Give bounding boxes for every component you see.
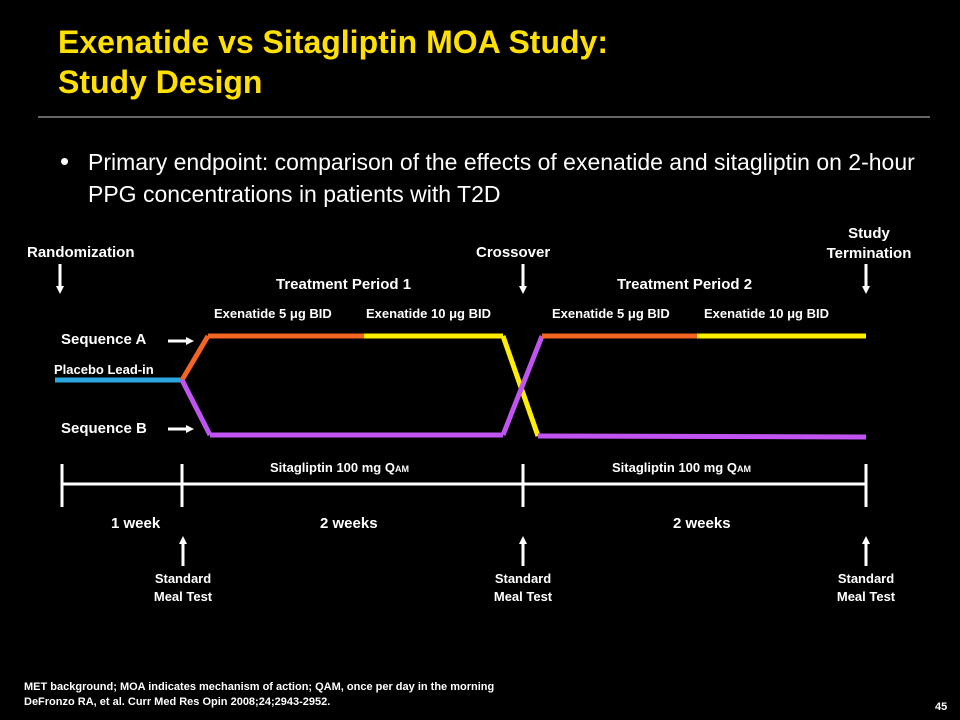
footnote-line-2: DeFronzo RA, et al. Curr Med Res Opin 20… xyxy=(24,696,331,708)
seq-b-sitagliptin-drop xyxy=(179,378,213,437)
page-number: 45 xyxy=(935,701,948,713)
exenatide-10-label-2: Exenatide 10 μg BID xyxy=(704,306,829,321)
placebo-lead-in-label: Placebo Lead-in xyxy=(54,362,154,377)
sequence-b-label: Sequence B xyxy=(61,420,147,437)
meal-test-label-1: Standard Meal Test xyxy=(153,571,213,604)
exenatide-5-label-1: Exenatide 5 μg BID xyxy=(214,306,332,321)
crossover-label: Crossover xyxy=(476,244,551,261)
exenatide-5-label-2: Exenatide 5 μg BID xyxy=(552,306,670,321)
title-line-1: Exenatide vs Sitagliptin MOA Study: xyxy=(58,24,608,60)
sitagliptin-label-1: Sitagliptin 100 mg QAM xyxy=(270,460,409,475)
weeks-2-label-2: 2 weeks xyxy=(673,515,731,532)
weeks-2-label-1: 2 weeks xyxy=(320,515,378,532)
week-1-label: 1 week xyxy=(111,515,161,532)
randomization-label: Randomization xyxy=(27,244,135,261)
treatment-period-2-label: Treatment Period 2 xyxy=(617,276,753,293)
slide-title: Exenatide vs Sitagliptin MOA Study: Stud… xyxy=(58,22,608,102)
meal-test-label-3: Standard Meal Test xyxy=(836,571,896,604)
study-termination-label: Study Termination xyxy=(826,225,912,262)
title-divider xyxy=(38,116,930,118)
seq-a-sitagliptin xyxy=(537,433,867,440)
seq-b-crossover xyxy=(500,335,545,436)
exenatide-10-label-1: Exenatide 10 μg BID xyxy=(366,306,491,321)
footnote: MET background; MOA indicates mechanism … xyxy=(24,680,494,710)
sequence-a-label: Sequence A xyxy=(61,331,147,348)
seq-a-exenatide5-rise xyxy=(179,334,211,382)
primary-endpoint-bullet: Primary endpoint: comparison of the effe… xyxy=(88,149,915,207)
footnote-line-1: MET background; MOA indicates mechanism … xyxy=(24,681,495,693)
meal-test-label-2: Standard Meal Test xyxy=(493,571,553,604)
sitagliptin-label-2: Sitagliptin 100 mg QAM xyxy=(612,460,751,475)
treatment-period-1-label: Treatment Period 1 xyxy=(276,276,412,293)
title-line-2: Study Design xyxy=(58,64,263,100)
bullet-marker: • xyxy=(60,146,70,176)
